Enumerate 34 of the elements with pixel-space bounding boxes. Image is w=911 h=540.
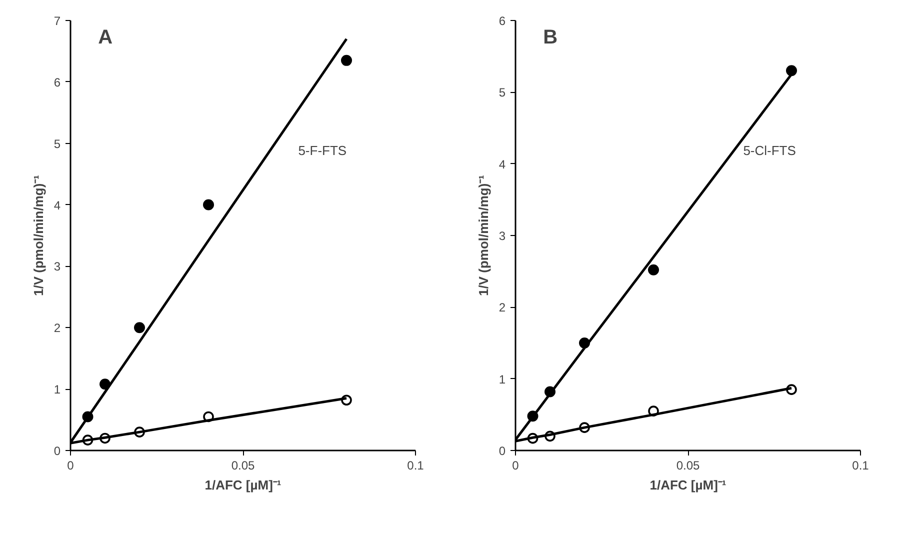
y-tick-label: 2 <box>498 300 506 315</box>
y-tick-label: 6 <box>54 75 61 90</box>
y-tick-label: 3 <box>54 260 61 274</box>
point <box>134 322 145 334</box>
y-tick-label: 5 <box>498 86 506 100</box>
x-tick-label: 0 <box>67 458 74 472</box>
y-tick-label: 1 <box>498 372 506 386</box>
x-tick-label: 0 <box>512 458 520 472</box>
point <box>648 264 659 276</box>
x-axis-title: 1/AFC [µM]⁻¹ <box>204 478 282 492</box>
y-tick-label: 3 <box>498 229 506 243</box>
y-tick-label: 0 <box>498 444 506 458</box>
point <box>341 54 352 66</box>
y-axis-title: 1/V (pmol/min/mg)⁻¹ <box>30 175 46 296</box>
y-tick-label: 7 <box>54 14 61 28</box>
annotation: 5-F-FTS <box>298 143 347 158</box>
x-tick-label: 0.05 <box>231 458 256 472</box>
y-tick-label: 2 <box>54 321 61 336</box>
point <box>786 65 797 76</box>
y-tick-label: 4 <box>498 157 506 172</box>
y-axis-title: 1/V (pmol/min/mg)⁻¹ <box>476 175 491 296</box>
annotation: 5-Cl-FTS <box>743 143 796 158</box>
x-tick-label: 0.1 <box>852 458 870 472</box>
y-tick-label: 0 <box>54 444 61 458</box>
y-tick-label: 1 <box>54 382 61 397</box>
y-tick-label: 5 <box>54 136 61 151</box>
y-tick-label: 6 <box>498 14 506 28</box>
x-axis-title: 1/AFC [µM]⁻¹ <box>650 478 726 492</box>
annotation: A <box>98 26 113 48</box>
y-tick-label: 4 <box>54 198 61 212</box>
point <box>203 199 214 210</box>
annotation: B <box>543 26 558 48</box>
x-tick-label: 0.05 <box>676 458 700 472</box>
x-tick-label: 0.1 <box>407 458 424 472</box>
